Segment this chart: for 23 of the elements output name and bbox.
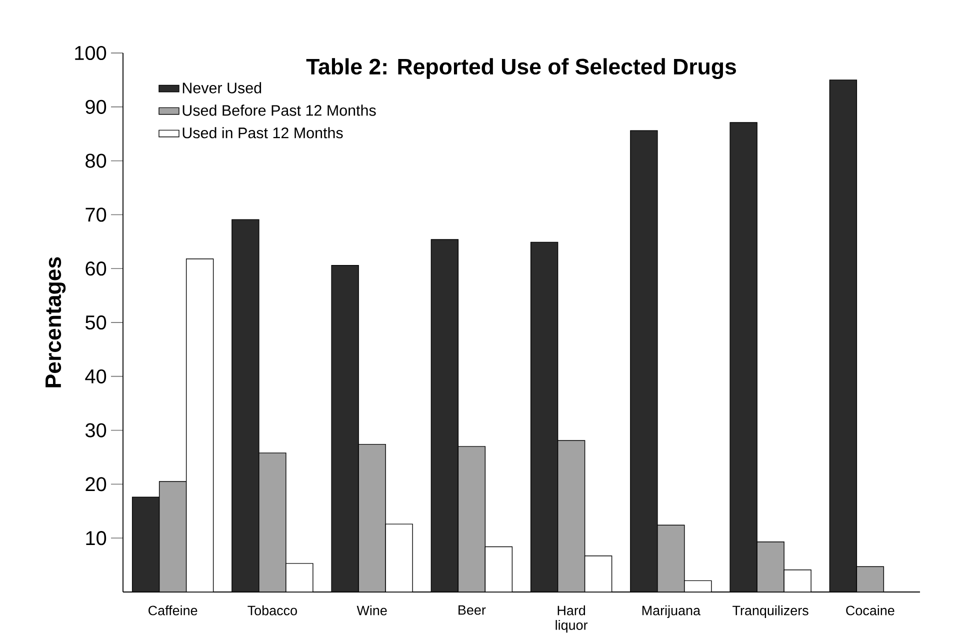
y-tick-label: 40	[85, 369, 106, 384]
x-tick-label: Tranquilizers	[732, 605, 808, 618]
y-tick-label: 20	[86, 477, 106, 492]
y-tick-label: 90	[86, 100, 106, 114]
y-tick-label: 100	[75, 46, 106, 60]
chart-title: Table 2: Reported Use of Selected Drugs	[306, 58, 736, 80]
x-tick-label: Hard liquor	[556, 605, 588, 633]
x-tick-label: Tobacco	[248, 605, 297, 616]
y-tick-label: 70	[86, 208, 106, 222]
legend-label: Used in Past 12 Months	[182, 127, 343, 138]
y-axis-title: Percentages	[46, 257, 66, 388]
legend-label: Used Before Past 12 Months	[182, 104, 376, 116]
x-tick-label: Beer	[458, 605, 486, 615]
x-tick-label: Marijuana	[642, 605, 700, 618]
y-tick-label: 30	[85, 423, 106, 438]
legend-label: Never Used	[182, 82, 262, 94]
x-tick-label: Cocaine	[846, 605, 894, 616]
x-tick-label: Wine	[356, 605, 387, 616]
x-tick-label: Caffeine	[148, 605, 198, 616]
y-tick-label: 80	[86, 154, 106, 168]
y-tick-label: 10	[86, 531, 106, 546]
y-tick-label: 50	[86, 315, 106, 330]
y-tick-label: 60	[86, 262, 106, 276]
